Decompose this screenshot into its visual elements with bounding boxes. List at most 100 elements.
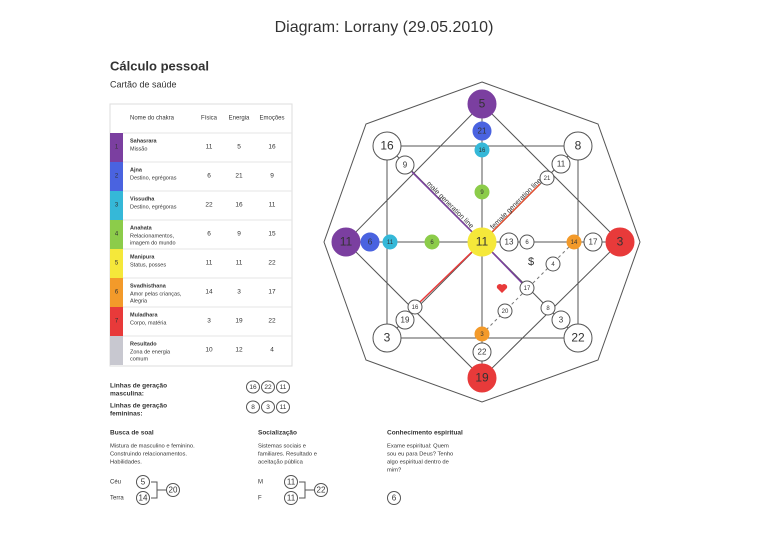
table-value: 6: [207, 173, 211, 180]
chakra-color: [110, 249, 123, 278]
generation-value: 8: [251, 404, 255, 411]
chakra-name: Resultado: [130, 341, 157, 347]
male-line-label: male generation line: [425, 180, 475, 230]
chakra-color: [110, 162, 123, 191]
table-value: 9: [237, 231, 241, 238]
chakra-desc: Amor pelas crianças,: [130, 291, 182, 297]
generation-value: 3: [266, 404, 270, 411]
diagram-node-circle: [539, 170, 555, 186]
diagram-node-circle: [540, 300, 556, 316]
diagram-node: 13: [505, 238, 514, 247]
row-index: 6: [115, 290, 119, 296]
section-title: Socialização: [258, 430, 297, 437]
diagram-node-circle: [467, 363, 497, 393]
chakra-desc: Destino, egrégoras: [130, 204, 177, 210]
chakra-desc: Status, posses: [130, 262, 166, 268]
section-value-circle: [284, 475, 298, 489]
diagram-node: 16: [412, 305, 419, 311]
table-value: 5: [237, 144, 241, 151]
chakra-desc: Zona de energia: [130, 349, 171, 355]
generation-label: masculina:: [110, 391, 144, 398]
generation-label: femininas:: [110, 411, 143, 418]
diagram-node: 14: [571, 240, 578, 246]
diagram-node: 3: [559, 316, 564, 325]
section-text: Construindo relacionamentos.: [110, 452, 187, 458]
table-value: 22: [205, 202, 213, 209]
chakra-color: [110, 133, 123, 162]
bracket: [299, 481, 315, 499]
table-value: 22: [268, 260, 276, 267]
section-total: 22: [317, 486, 326, 495]
diagram-node-circle: [372, 323, 402, 353]
table-value: 4: [270, 347, 274, 354]
section-text: Habilidades.: [110, 460, 142, 466]
generation-value: 11: [280, 404, 287, 411]
row-index: 3: [115, 203, 119, 209]
diagram-node: 6: [525, 240, 529, 246]
section-text: Mistura de masculino e feminino.: [110, 444, 195, 450]
diagram-node-circle: [407, 299, 423, 315]
section-value: 11: [287, 478, 296, 487]
chakra-name: Muladhara: [130, 312, 158, 318]
diagram-node: 9: [480, 190, 484, 196]
section-text: Sistemas sociais e: [258, 444, 306, 450]
section-text: algo espiritual dentro de: [387, 460, 449, 466]
diagram-node-circle: [551, 310, 571, 330]
table-value: 11: [269, 202, 276, 209]
generation-circle: [246, 380, 260, 394]
diagram-node-circle: [395, 310, 415, 330]
generation-label: Linhas de geração: [110, 403, 167, 410]
diagram-node-circle: [563, 323, 593, 353]
section-title: Busca de soal: [110, 430, 154, 437]
female-line-label: female generation line: [489, 177, 543, 231]
table-value: 12: [235, 347, 243, 354]
section-total: 6: [392, 494, 397, 503]
chakra-desc: Corpo, matéria: [130, 320, 167, 326]
diagram-node: 11: [387, 240, 394, 246]
table-header: Nome do chakra: [130, 116, 175, 122]
generation-circle: [276, 400, 290, 414]
dollar-symbol: $: [528, 256, 534, 268]
generation-value: 22: [264, 384, 272, 391]
diagram-node-circle: [499, 232, 519, 252]
diagram-node-circle: [563, 131, 593, 161]
diagram-node-circle: [467, 89, 497, 119]
diagram-node-circle: [467, 227, 497, 257]
chakra-desc: imagem do mundo: [130, 240, 176, 246]
diagram-node: 5: [479, 97, 486, 111]
row-index: 5: [115, 261, 119, 267]
diagram-node-circle: [472, 342, 492, 362]
diagram-node-circle: [382, 234, 398, 250]
diagram-node-circle: [395, 155, 415, 175]
diagram-node: 22: [571, 331, 585, 345]
arrow: [419, 249, 475, 303]
row-label: F: [258, 496, 262, 502]
section-value-circle: [136, 475, 150, 489]
row-index: 1: [115, 145, 119, 151]
chakra-desc: comum: [130, 356, 148, 362]
male-arrow: [411, 171, 475, 235]
diagram-node-circle: [472, 121, 492, 141]
section-text: aceitação pública: [258, 460, 304, 466]
diagram-node: 11: [557, 160, 566, 169]
table-value: 11: [236, 260, 243, 267]
chakra-color: [110, 307, 123, 336]
diagram-node: 11: [340, 235, 353, 249]
diagram-node: 3: [617, 235, 624, 249]
section-value: 11: [287, 494, 296, 503]
row-index: 7: [115, 319, 119, 325]
chakra-color: [110, 278, 123, 307]
arrow: [489, 249, 523, 284]
row-index: 2: [115, 174, 119, 180]
table-value: 17: [268, 289, 276, 296]
diagram-node-circle: [519, 280, 535, 296]
diagram-node: 16: [380, 139, 394, 153]
panel-subheading: Cartão de saúde: [110, 79, 177, 89]
diagram-node: 3: [384, 331, 391, 345]
section-title: Conhecimento espiritual: [387, 430, 463, 437]
chakra-desc: Destino, egrégoras: [130, 175, 177, 181]
diagram-node: 19: [401, 316, 410, 325]
diagram-node-circle: [372, 131, 402, 161]
diagram-node: 17: [589, 238, 598, 247]
